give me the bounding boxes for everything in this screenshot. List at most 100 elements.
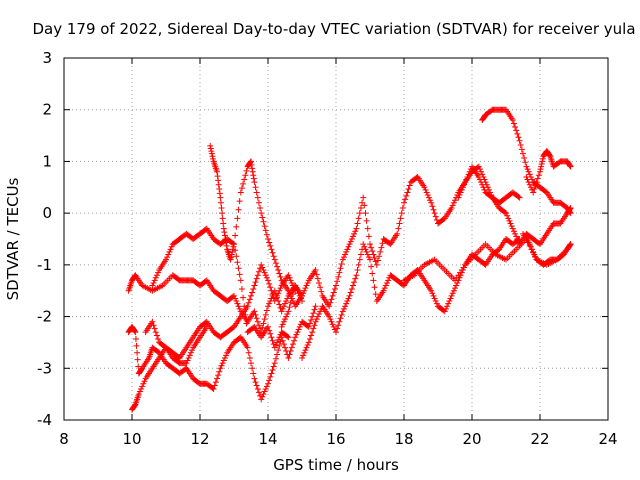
- data-point: [505, 215, 512, 222]
- data-point: [232, 232, 239, 239]
- data-point: [219, 215, 226, 222]
- data-point: [442, 305, 449, 312]
- x-tick-label: 22: [530, 430, 549, 448]
- data-point: [291, 337, 298, 344]
- data-point: [427, 197, 434, 204]
- data-point: [220, 225, 227, 232]
- data-point: [525, 179, 532, 186]
- data-point: [343, 300, 350, 307]
- x-tick-label: 12: [190, 430, 209, 448]
- data-point: [153, 332, 160, 339]
- data-point: [238, 285, 245, 292]
- data-point: [300, 352, 307, 359]
- data-point: [135, 363, 142, 370]
- data-point: [218, 204, 225, 211]
- y-axis-label: SDTVAR / TECUs: [4, 177, 22, 300]
- data-point: [209, 153, 216, 160]
- data-point: [295, 326, 302, 333]
- data-point: [242, 172, 249, 179]
- x-tick-label: 8: [59, 430, 69, 448]
- data-point: [433, 300, 440, 307]
- data-point: [248, 292, 254, 299]
- data-point: [266, 239, 273, 246]
- data-point: [329, 292, 336, 299]
- data-point: [508, 223, 515, 230]
- data-point: [306, 335, 313, 342]
- data-point: [250, 285, 257, 292]
- data-point: [353, 225, 360, 232]
- data-point: [421, 184, 428, 191]
- data-point: [271, 344, 278, 351]
- data-point: [343, 248, 350, 255]
- data-point: [227, 256, 234, 263]
- data-point: [356, 256, 363, 263]
- data-point: [399, 204, 406, 211]
- data-point: [531, 186, 538, 193]
- data-point: [380, 287, 387, 294]
- data-point: [294, 329, 301, 336]
- data-point: [223, 352, 230, 359]
- data-point: [401, 199, 407, 206]
- data-point: [214, 375, 220, 382]
- data-point: [355, 215, 362, 222]
- data-point: [304, 279, 311, 286]
- data-point: [260, 391, 267, 398]
- data-point: [286, 274, 293, 281]
- data-point: [368, 263, 375, 270]
- data-point: [251, 375, 258, 382]
- series-track-k: [479, 106, 574, 217]
- data-point: [373, 261, 380, 268]
- data-point: [424, 192, 431, 199]
- data-point: [262, 272, 269, 279]
- data-point: [149, 318, 156, 325]
- data-point: [458, 186, 465, 193]
- data-point: [449, 290, 456, 297]
- data-point: [242, 311, 249, 318]
- data-point: [275, 267, 282, 274]
- data-point: [423, 189, 430, 196]
- data-point: [457, 189, 464, 196]
- data-point: [287, 277, 294, 284]
- data-point: [285, 272, 292, 279]
- data-point: [449, 202, 456, 209]
- data-point: [404, 189, 411, 196]
- data-point: [310, 325, 317, 332]
- x-tick-label: 20: [462, 430, 481, 448]
- data-point: [362, 210, 369, 217]
- data-point: [237, 277, 244, 284]
- data-point: [478, 168, 485, 175]
- data-point: [365, 254, 372, 261]
- data-point: [335, 322, 342, 329]
- data-point: [163, 256, 169, 263]
- data-point: [512, 230, 519, 237]
- data-point: [243, 167, 250, 174]
- data-point: [269, 291, 276, 298]
- data-point: [268, 287, 275, 294]
- data-point: [432, 213, 439, 220]
- y-tick-labels: -4 -3 -2 -1 0 1 2 3: [37, 49, 52, 429]
- data-point: [311, 322, 318, 329]
- data-point: [285, 334, 292, 341]
- data-point: [355, 261, 362, 268]
- data-point: [345, 295, 352, 302]
- data-point: [229, 240, 236, 247]
- data-point: [132, 329, 139, 336]
- data-point: [219, 210, 226, 217]
- series-track-d: [149, 225, 292, 351]
- data-point: [233, 253, 240, 260]
- data-point: [250, 175, 257, 182]
- data-point: [220, 220, 227, 227]
- data-point: [348, 236, 355, 242]
- data-point: [134, 356, 141, 363]
- data-point: [312, 318, 319, 325]
- data-point: [429, 203, 436, 210]
- data-point: [133, 342, 140, 349]
- data-point: [278, 308, 285, 315]
- data-point: [265, 380, 271, 387]
- data-point: [274, 339, 281, 346]
- data-point: [263, 383, 270, 390]
- data-point: [316, 279, 322, 286]
- data-point: [361, 202, 368, 209]
- data-point: [235, 265, 242, 272]
- data-point: [446, 298, 453, 305]
